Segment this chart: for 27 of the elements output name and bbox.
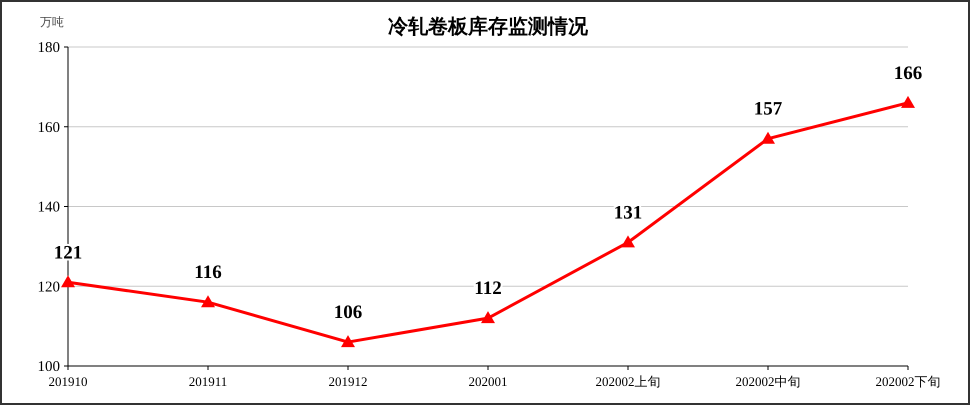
data-label: 116 [194, 262, 222, 284]
point [761, 132, 775, 144]
data-label: 157 [754, 98, 783, 120]
y-tick-label: 160 [38, 120, 60, 136]
point [341, 335, 355, 348]
x-tick-label: 201912 [328, 374, 368, 389]
x-tick-label: 202001 [468, 374, 508, 389]
point [201, 295, 215, 308]
data-label: 131 [614, 202, 642, 224]
x-tick-label: 201910 [48, 374, 88, 389]
chart-title: 冷轧卷板库存监测情况 [388, 15, 589, 38]
point [61, 275, 75, 288]
point [481, 311, 495, 324]
data-label: 106 [334, 302, 362, 324]
x-tick-label: 202002中旬 [736, 374, 800, 389]
x-tick-label: 201911 [188, 374, 228, 389]
data-label: 112 [474, 278, 502, 300]
y-tick-label: 120 [38, 279, 60, 296]
x-tick-label: 202002上旬 [596, 374, 660, 389]
y-axis-title: 万吨 [40, 15, 64, 29]
data-label: 166 [894, 62, 922, 84]
y-tick-label: 180 [38, 40, 60, 56]
point [901, 96, 915, 108]
y-tick-label: 140 [38, 200, 60, 216]
y-tick-label: 100 [38, 359, 60, 375]
point [621, 235, 635, 248]
x-tick-label: 202002下旬 [876, 374, 940, 389]
